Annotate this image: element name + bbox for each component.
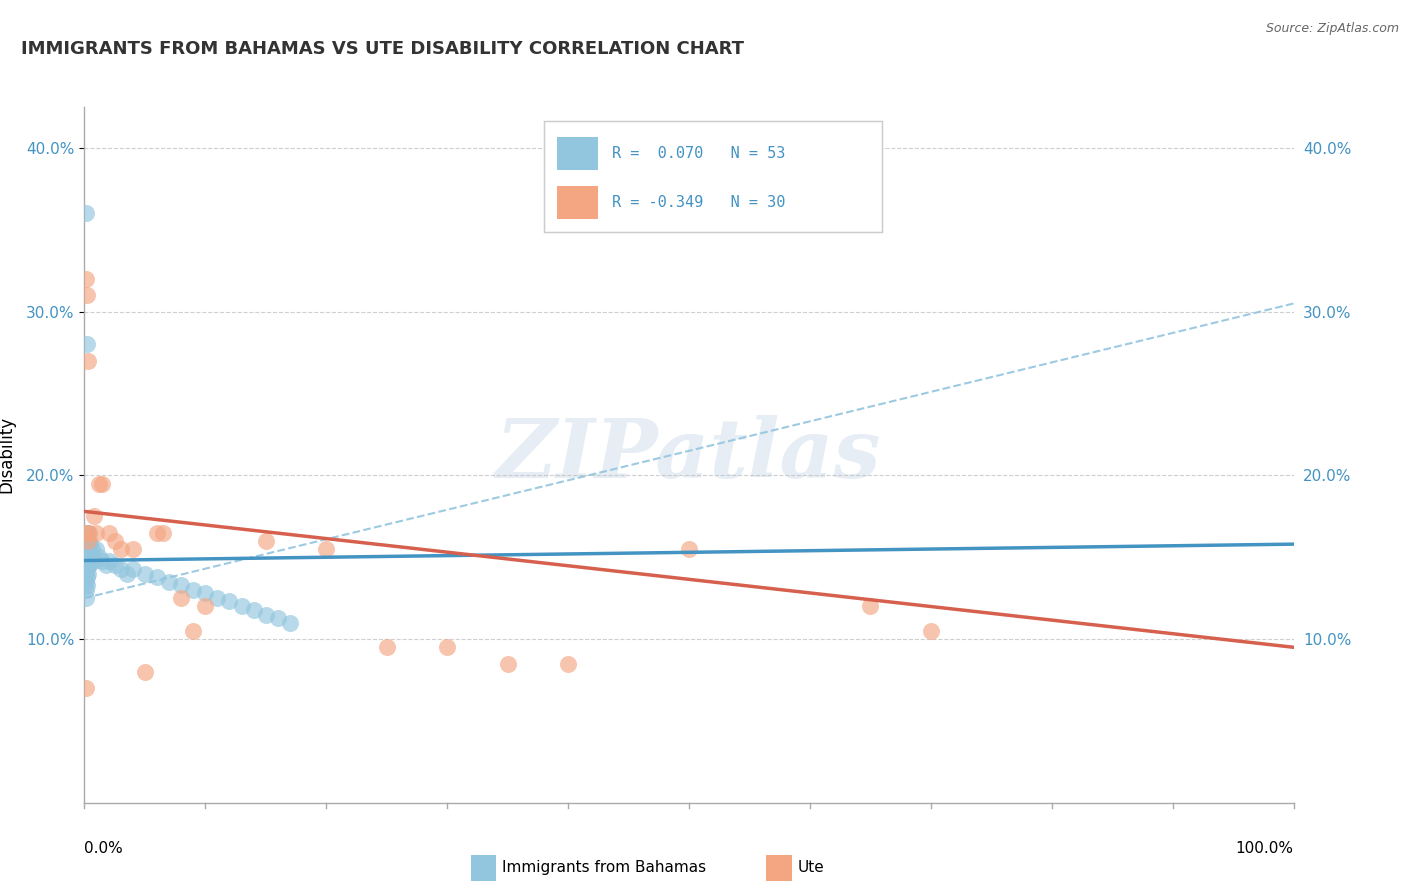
Point xyxy=(115,566,138,581)
Point xyxy=(104,533,127,548)
Point xyxy=(110,562,132,576)
Point xyxy=(77,353,100,368)
Point xyxy=(94,558,117,573)
Point xyxy=(194,586,217,600)
Text: 0.0%: 0.0% xyxy=(84,841,124,856)
Point xyxy=(82,550,104,565)
Point xyxy=(77,533,100,548)
Point xyxy=(496,657,519,671)
Point xyxy=(77,558,100,573)
Point xyxy=(76,553,98,567)
Point xyxy=(75,591,97,606)
Point xyxy=(77,542,100,557)
Point xyxy=(77,533,100,548)
Point xyxy=(77,558,100,573)
Point xyxy=(83,509,105,524)
Point xyxy=(87,550,110,565)
Text: IMMIGRANTS FROM BAHAMAS VS UTE DISABILITY CORRELATION CHART: IMMIGRANTS FROM BAHAMAS VS UTE DISABILIT… xyxy=(21,40,744,58)
Point xyxy=(76,288,98,302)
Text: Ute: Ute xyxy=(797,861,824,875)
Point xyxy=(121,542,143,557)
Point xyxy=(76,578,98,592)
Point xyxy=(75,566,97,581)
Point xyxy=(76,570,98,584)
Point xyxy=(181,582,204,597)
Point xyxy=(121,562,143,576)
Point xyxy=(83,553,105,567)
Point xyxy=(152,525,174,540)
Point xyxy=(75,542,97,557)
Point xyxy=(254,607,277,622)
Point xyxy=(146,570,169,584)
Point xyxy=(76,562,98,576)
Point xyxy=(76,525,98,540)
Point xyxy=(77,533,100,548)
Point xyxy=(110,542,132,557)
Point xyxy=(920,624,942,638)
Point xyxy=(375,640,398,655)
Point xyxy=(146,525,169,540)
Point xyxy=(678,542,700,557)
Point xyxy=(77,525,100,540)
Point xyxy=(557,657,579,671)
Point xyxy=(77,550,100,565)
Point xyxy=(315,542,337,557)
Point xyxy=(75,574,97,589)
Point xyxy=(77,542,100,557)
Text: 100.0%: 100.0% xyxy=(1236,841,1294,856)
Text: ZIPatlas: ZIPatlas xyxy=(496,415,882,495)
Point xyxy=(254,533,277,548)
Point xyxy=(77,550,100,565)
Point xyxy=(77,566,100,581)
Point xyxy=(80,542,103,557)
Point xyxy=(79,537,101,551)
Point xyxy=(91,476,114,491)
Point xyxy=(75,558,97,573)
Point xyxy=(86,542,108,557)
Point xyxy=(79,553,101,567)
Text: Immigrants from Bahamas: Immigrants from Bahamas xyxy=(502,861,706,875)
Point xyxy=(97,525,120,540)
Point xyxy=(104,558,127,573)
Point xyxy=(157,574,180,589)
Point xyxy=(86,525,108,540)
Point xyxy=(242,602,264,616)
Point xyxy=(436,640,458,655)
Point xyxy=(76,537,98,551)
Point xyxy=(170,578,193,592)
Point xyxy=(75,272,97,286)
Point xyxy=(267,611,290,625)
Point xyxy=(97,553,120,567)
Point xyxy=(77,525,100,540)
Point xyxy=(76,525,98,540)
Point xyxy=(134,665,156,679)
Point xyxy=(181,624,204,638)
Point xyxy=(194,599,217,614)
Point xyxy=(218,594,240,608)
Point xyxy=(75,550,97,565)
Point xyxy=(75,681,97,696)
Point xyxy=(170,591,193,606)
Point xyxy=(134,566,156,581)
Point xyxy=(87,476,110,491)
Point xyxy=(76,337,98,351)
Point xyxy=(75,582,97,597)
Y-axis label: Disability: Disability xyxy=(0,417,15,493)
Point xyxy=(76,547,98,561)
Point xyxy=(859,599,882,614)
Point xyxy=(231,599,253,614)
Point xyxy=(75,206,97,220)
Point xyxy=(207,591,229,606)
Point xyxy=(91,553,114,567)
Point xyxy=(278,615,301,630)
Text: Source: ZipAtlas.com: Source: ZipAtlas.com xyxy=(1265,22,1399,36)
